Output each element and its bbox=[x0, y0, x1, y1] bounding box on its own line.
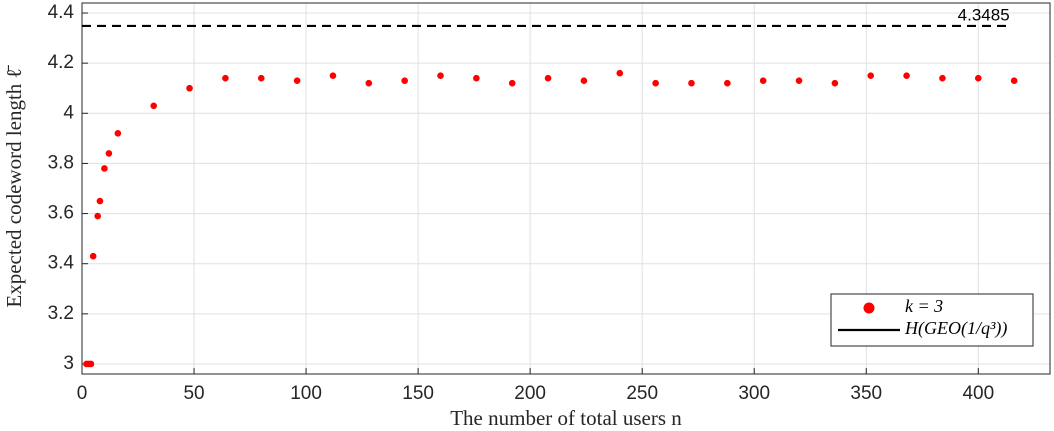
data-point bbox=[652, 79, 659, 87]
data-point bbox=[724, 79, 731, 87]
data-point bbox=[114, 130, 122, 137]
x-tick-label: 100 bbox=[290, 383, 322, 404]
x-tick-label: 200 bbox=[514, 383, 546, 404]
data-point bbox=[616, 69, 624, 77]
data-point bbox=[222, 74, 229, 82]
data-point bbox=[974, 74, 982, 82]
legend-box bbox=[830, 293, 1034, 347]
data-point bbox=[437, 72, 444, 79]
data-point bbox=[508, 79, 516, 87]
data-point bbox=[473, 74, 480, 82]
y-tick-label: 3.8 bbox=[48, 152, 74, 173]
data-point bbox=[401, 77, 408, 85]
data-point bbox=[831, 79, 839, 87]
x-tick-label: 150 bbox=[402, 383, 434, 404]
data-point bbox=[186, 84, 193, 92]
data-point bbox=[759, 77, 767, 85]
reference-value-label: 4.3485 bbox=[958, 5, 1010, 24]
data-point bbox=[867, 72, 875, 79]
data-point bbox=[688, 79, 695, 87]
data-point bbox=[365, 79, 373, 87]
data-point bbox=[329, 72, 337, 79]
data-point bbox=[87, 360, 95, 368]
legend-label: k = 3 bbox=[905, 296, 943, 316]
data-point bbox=[105, 150, 113, 157]
x-tick-label: 0 bbox=[77, 383, 88, 404]
legend-marker bbox=[863, 302, 875, 314]
legend: k = 3H(GEO(1/q³)) bbox=[830, 293, 1034, 347]
data-point bbox=[150, 102, 158, 110]
y-axis-title: Expected codeword length ℓ̄ bbox=[2, 64, 26, 307]
y-tick-label: 3 bbox=[63, 353, 74, 374]
data-point bbox=[795, 77, 803, 85]
data-point bbox=[1010, 77, 1018, 85]
data-point bbox=[96, 197, 104, 205]
data-point bbox=[89, 252, 97, 260]
x-tick-label: 50 bbox=[183, 383, 204, 404]
y-tick-label: 4.2 bbox=[48, 52, 74, 73]
y-tick-label: 3.4 bbox=[48, 253, 75, 274]
data-point bbox=[903, 72, 910, 79]
y-tick-label: 4 bbox=[63, 102, 74, 123]
x-tick-label: 250 bbox=[626, 383, 658, 404]
x-tick-label: 350 bbox=[850, 383, 882, 404]
legend-label: H(GEO(1/q³)) bbox=[904, 318, 1007, 339]
data-point bbox=[939, 74, 946, 82]
data-point bbox=[101, 165, 108, 172]
data-point bbox=[580, 77, 588, 85]
x-tick-label: 400 bbox=[962, 383, 994, 404]
x-tick-label: 300 bbox=[738, 383, 770, 404]
data-point bbox=[257, 74, 265, 82]
axes-box bbox=[81, 2, 1051, 375]
x-axis-title: The number of total users n bbox=[450, 406, 682, 430]
y-tick-label: 4.4 bbox=[48, 2, 75, 23]
y-tick-label: 3.6 bbox=[48, 203, 74, 224]
data-point bbox=[544, 74, 552, 82]
data-point bbox=[293, 77, 301, 85]
y-tick-label: 3.2 bbox=[48, 303, 74, 324]
data-point bbox=[94, 212, 101, 220]
